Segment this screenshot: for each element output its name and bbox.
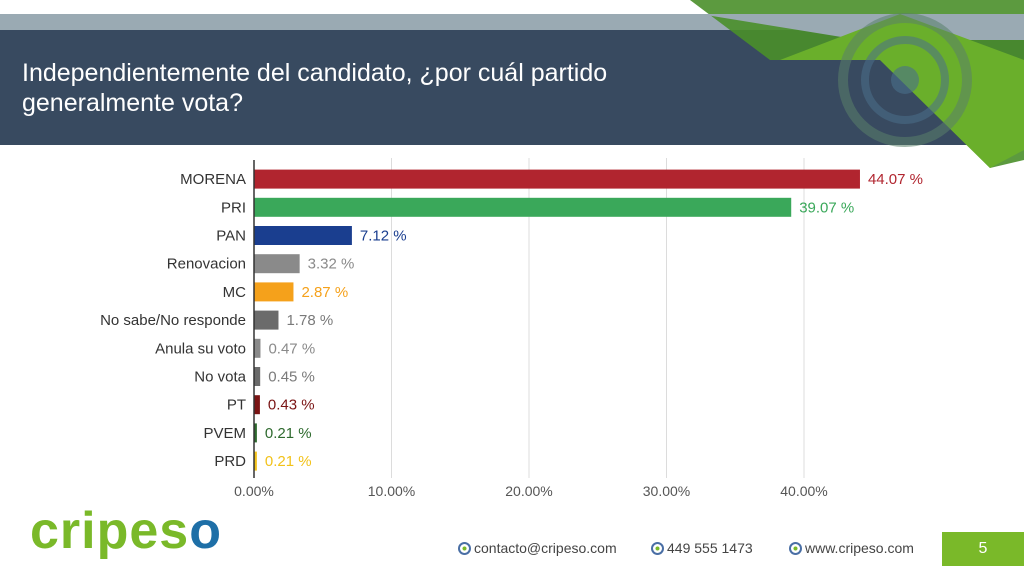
- data-label: 2.87 %: [301, 284, 348, 301]
- data-label: 44.07 %: [868, 171, 923, 188]
- bar: [254, 169, 860, 189]
- bar: [254, 310, 279, 330]
- x-tick-label: 40.00%: [780, 483, 827, 499]
- data-label: 1.78 %: [286, 312, 333, 329]
- phone-icon: [651, 541, 664, 555]
- data-label: 0.43 %: [268, 397, 315, 414]
- logo-text-o: o: [189, 502, 222, 560]
- bar: [254, 395, 260, 415]
- category-label: PRD: [214, 453, 246, 470]
- category-label: Renovacion: [167, 256, 246, 273]
- bar: [254, 367, 261, 386]
- bar: [254, 423, 257, 443]
- x-tick-label: 20.00%: [505, 483, 552, 499]
- bar: [254, 451, 257, 471]
- category-label: MORENA: [180, 171, 246, 188]
- bar-chart: 0.00% 10.00% 20.00% 30.00% 40.00% MORENA 44.07…: [100, 158, 923, 499]
- slide-title: Independientemente del candidato, ¿por c…: [22, 59, 608, 117]
- category-label: PVEM: [203, 425, 246, 442]
- cripeso-logo: cripeso: [30, 503, 222, 559]
- data-label: 39.07 %: [799, 199, 854, 216]
- data-label: 0.21 %: [265, 453, 312, 470]
- footer-phone[interactable]: 449 555 1473: [651, 540, 753, 556]
- category-label: MC: [223, 284, 246, 301]
- category-label: PAN: [216, 228, 246, 245]
- web-icon: [789, 541, 802, 555]
- bar: [254, 338, 261, 358]
- page-number: 5: [942, 532, 1024, 566]
- page-number-text: 5: [978, 540, 988, 557]
- footer-phone-text: 449 555 1473: [667, 540, 753, 556]
- x-tick-label: 10.00%: [368, 483, 415, 499]
- category-label: PT: [227, 397, 246, 414]
- category-label: PRI: [221, 199, 246, 216]
- x-tick-label: 0.00%: [234, 483, 274, 499]
- data-label: 0.45 %: [268, 369, 315, 386]
- footer-email[interactable]: contacto@cripeso.com: [458, 540, 617, 556]
- header-decoration: [690, 0, 1024, 168]
- footer-web[interactable]: www.cripeso.com: [789, 540, 914, 556]
- bar: [254, 226, 352, 245]
- data-label: 3.32 %: [308, 256, 355, 273]
- category-label: No vota: [194, 369, 246, 386]
- data-label: 0.47 %: [268, 340, 315, 357]
- data-label: 0.21 %: [265, 425, 312, 442]
- category-label: No sabe/No responde: [100, 312, 246, 329]
- data-label: 7.12 %: [360, 228, 407, 245]
- footer-email-text: contacto@cripeso.com: [474, 540, 617, 556]
- bar: [254, 254, 300, 274]
- bar: [254, 282, 294, 302]
- x-tick-label: 30.00%: [643, 483, 690, 499]
- footer-web-text: www.cripeso.com: [805, 540, 914, 556]
- email-icon: [458, 541, 471, 555]
- bar: [254, 197, 792, 217]
- logo-text: cripes: [30, 502, 190, 560]
- category-label: Anula su voto: [155, 340, 246, 357]
